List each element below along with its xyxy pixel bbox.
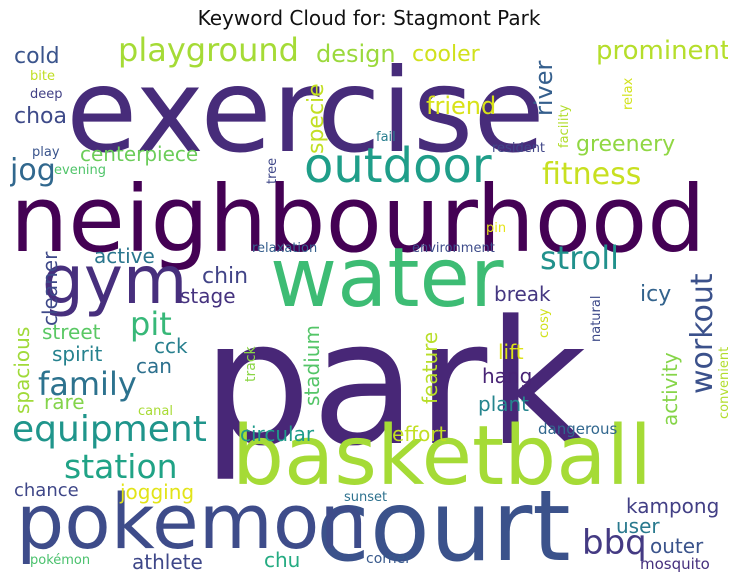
word-corner: corner (366, 551, 412, 567)
word-sunset: sunset (344, 490, 388, 505)
word-evening: evening (54, 163, 107, 178)
word-water: water (270, 231, 504, 326)
word-greenery: greenery (576, 132, 676, 157)
word-rare: rare (44, 390, 85, 414)
word-hang: hang (482, 364, 533, 388)
word-effort: effort (392, 422, 447, 446)
word-chance: chance (14, 480, 79, 501)
word-cooler: cooler (412, 42, 480, 67)
word-chu: chu (264, 548, 301, 572)
word-pokemon-accent: pokémon (30, 553, 91, 568)
word-lift: lift (498, 340, 524, 364)
word-specie: specie (304, 83, 329, 154)
word-bite: bite (30, 69, 55, 84)
word-family: family (38, 365, 137, 403)
word-fitness: fitness (542, 157, 642, 192)
word-neighbourhood: neighbourhood (10, 166, 706, 273)
word-plant: plant (478, 392, 530, 416)
word-stage: stage (180, 284, 236, 308)
word-workout: workout (685, 273, 720, 394)
word-user: user (616, 514, 660, 538)
word-stroll: stroll (540, 239, 620, 277)
word-jogging: jogging (120, 480, 195, 504)
word-can: can (136, 354, 172, 378)
word-active: active (94, 244, 155, 268)
word-relaxation: relaxation (252, 241, 318, 256)
word-cleaner: cleaner (38, 251, 62, 326)
word-facility: facility (557, 104, 572, 148)
word-chin: chin (202, 264, 249, 289)
word-feature: feature (418, 331, 442, 404)
word-bbq: bbq (582, 523, 647, 563)
word-outdoor: outdoor (304, 138, 492, 194)
word-kampong: kampong (626, 494, 720, 518)
word-resident: resident (492, 141, 546, 156)
word-station: station (64, 447, 178, 486)
word-dangerous: dangerous (538, 420, 618, 438)
word-park: park (202, 283, 587, 484)
word-jog: jog (10, 153, 56, 188)
word-environment: environment (412, 241, 495, 256)
word-activity: activity (658, 352, 682, 426)
word-centerpiece: centerpiece (80, 142, 199, 166)
word-convenient: convenient (717, 346, 728, 419)
page-title: Keyword Cloud for: Stagmont Park (197, 6, 541, 30)
word-friend: friend (426, 92, 497, 120)
word-street: street (42, 320, 101, 344)
word-cold: cold (14, 44, 60, 69)
word-track: track (243, 346, 259, 382)
word-river: river (530, 60, 558, 116)
word-choa: choa (14, 104, 67, 129)
word-pin: pin (486, 221, 507, 236)
word-prominent: prominent (596, 36, 728, 66)
word-circular: circular (240, 422, 315, 446)
word-court: court (316, 470, 571, 576)
word-spirit: spirit (52, 342, 103, 366)
word-basketball: basketball (232, 409, 653, 504)
word-design: design (316, 40, 396, 68)
word-mosquito: mosquito (640, 555, 710, 573)
word-stadium: stadium (300, 325, 324, 406)
word-exercise: exercise (66, 44, 545, 179)
word-athlete: athlete (132, 550, 203, 574)
word-cloud: park exercise neighbourhood water basket… (10, 36, 728, 576)
word-pit: pit (130, 305, 172, 343)
word-outer: outer (650, 534, 704, 558)
word-tree: tree (265, 157, 280, 184)
word-break: break (494, 282, 551, 306)
word-equipment: equipment (12, 409, 207, 450)
word-icy: icy (640, 282, 672, 307)
word-cosy: cosy (537, 308, 552, 338)
word-cck: cck (154, 334, 188, 358)
word-play: play (32, 145, 60, 160)
word-canal: canal (138, 404, 173, 419)
word-natural: natural (589, 295, 604, 342)
word-relax: relax (621, 77, 636, 110)
word-playground: playground (118, 36, 299, 69)
word-spacious: spacious (10, 326, 34, 414)
word-gym: gym (42, 242, 188, 319)
word-pokemon: pokemon (16, 477, 368, 566)
word-deep: deep (30, 87, 63, 102)
word-fail: fail (376, 130, 396, 145)
